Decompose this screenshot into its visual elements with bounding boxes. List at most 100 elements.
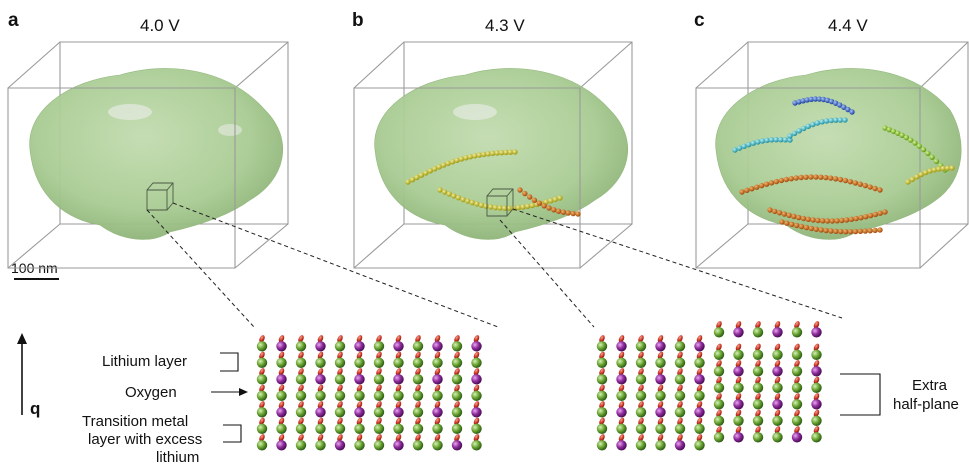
dislocation-bead bbox=[882, 125, 888, 131]
dislocation-bead bbox=[481, 151, 487, 158]
oxygen-atom bbox=[356, 384, 363, 393]
oxygen-atom bbox=[599, 434, 605, 442]
oxygen-atom bbox=[356, 434, 363, 442]
oxygen-atom bbox=[657, 434, 664, 442]
dislocation-bead bbox=[877, 227, 883, 233]
lithium-atom bbox=[811, 349, 822, 360]
oxygen-atom bbox=[395, 401, 402, 409]
lithium-atom bbox=[276, 390, 287, 401]
oxygen-atom bbox=[337, 434, 343, 442]
zoom-cube-a bbox=[146, 182, 174, 211]
dislocation-bead bbox=[755, 139, 761, 145]
lithium-atom bbox=[432, 390, 443, 401]
dislocation-bead bbox=[469, 199, 476, 206]
lithium-atom bbox=[432, 440, 443, 451]
oxygen-atom bbox=[735, 343, 742, 352]
dislocation-bead bbox=[551, 207, 557, 213]
lithium-atom bbox=[635, 440, 647, 451]
oxygen-atom bbox=[599, 351, 605, 360]
dislocation-bead bbox=[823, 118, 830, 124]
oxygen-atom bbox=[794, 426, 800, 434]
dislocation-bead bbox=[520, 204, 526, 210]
right-bracket bbox=[840, 373, 881, 416]
oxygen-atom bbox=[434, 401, 441, 409]
dislocation-bead bbox=[845, 106, 851, 113]
panel-c-volume bbox=[695, 41, 969, 269]
dislocation-bead bbox=[853, 215, 859, 222]
dislocation-bead bbox=[808, 174, 814, 180]
transition-metal-atom bbox=[471, 407, 482, 418]
dislocation-bead bbox=[796, 99, 802, 105]
lithium-atom bbox=[791, 366, 803, 377]
lithium-atom bbox=[811, 382, 822, 393]
oxygen-atom bbox=[356, 368, 363, 376]
q-axis-label: q bbox=[30, 399, 41, 418]
lithium-atom bbox=[256, 357, 268, 368]
lithium-atom bbox=[432, 423, 443, 434]
dislocation-bead bbox=[843, 217, 850, 223]
dislocation-bead bbox=[455, 195, 462, 201]
oxygen-atom bbox=[434, 351, 441, 360]
dislocation-bead bbox=[828, 228, 834, 234]
transition-metal-atom bbox=[694, 374, 705, 385]
oxygen-atom bbox=[794, 321, 800, 329]
oxygen-atom bbox=[434, 384, 441, 393]
lithium-atom bbox=[315, 357, 326, 368]
dislocation-bead bbox=[485, 151, 491, 157]
dislocation-bead bbox=[507, 149, 514, 155]
oxygen-atom bbox=[696, 401, 703, 409]
dislocation-bead bbox=[405, 179, 411, 185]
panel-letter-a: a bbox=[8, 10, 19, 31]
dislocation-bead bbox=[767, 207, 773, 213]
dislocation-bead bbox=[895, 130, 901, 136]
oxygen-atom bbox=[376, 401, 382, 409]
dislocation-bead bbox=[483, 203, 489, 209]
lithium-atom bbox=[694, 440, 705, 451]
dislocation-bead bbox=[823, 174, 829, 181]
oxygen-atom bbox=[337, 368, 343, 376]
dislocation-bead bbox=[940, 165, 946, 172]
oxygen-atom bbox=[638, 368, 644, 376]
dislocation-bead bbox=[474, 201, 480, 207]
transition-metal-atom bbox=[432, 407, 443, 418]
dislocation-bead bbox=[804, 97, 810, 103]
oxygen-atom bbox=[259, 384, 265, 393]
dislocation-bead bbox=[908, 137, 914, 143]
dislocation-bead bbox=[829, 218, 835, 224]
dislocation-bead bbox=[944, 165, 951, 171]
dislocation-bead bbox=[810, 217, 816, 223]
dislocation-bead bbox=[560, 209, 567, 215]
dislocation-bead bbox=[506, 205, 512, 211]
lithium-atom bbox=[373, 390, 385, 401]
transition-metal-atom bbox=[655, 407, 666, 418]
lithium-atom bbox=[354, 423, 365, 434]
dislocation-bead bbox=[877, 210, 883, 216]
lithium-atom bbox=[295, 440, 307, 451]
dislocation-bead bbox=[497, 205, 503, 211]
panel-b-volume bbox=[353, 41, 633, 269]
dislocation-bead bbox=[464, 198, 471, 204]
dislocation-bead bbox=[778, 136, 784, 143]
oxygen-atom bbox=[813, 409, 820, 418]
oxygen-atom bbox=[454, 351, 460, 360]
dislocation-bead bbox=[788, 175, 794, 182]
oxygen-atom bbox=[716, 409, 722, 418]
dislocation-bead bbox=[460, 196, 466, 203]
transition-metal-atom bbox=[471, 341, 482, 352]
dislocation-bead bbox=[837, 176, 844, 183]
lithium-atom bbox=[596, 341, 608, 352]
oxygen-atom bbox=[716, 376, 722, 385]
dislocation-bead bbox=[746, 141, 752, 148]
oxygen-atom bbox=[356, 401, 363, 409]
dislocation-bead bbox=[808, 225, 815, 232]
lithium-atom bbox=[295, 357, 307, 368]
oxygen-atom bbox=[794, 393, 800, 401]
dislocation-bead bbox=[909, 176, 916, 183]
transition-metal-atom bbox=[791, 432, 803, 443]
oxygen-atom bbox=[755, 343, 761, 352]
dislocation-bead bbox=[503, 149, 509, 156]
panel-letter-c: c bbox=[694, 10, 705, 31]
oxygen-atom bbox=[696, 417, 703, 426]
oxygen-atom bbox=[454, 401, 460, 409]
dislocation-bead bbox=[931, 167, 938, 173]
